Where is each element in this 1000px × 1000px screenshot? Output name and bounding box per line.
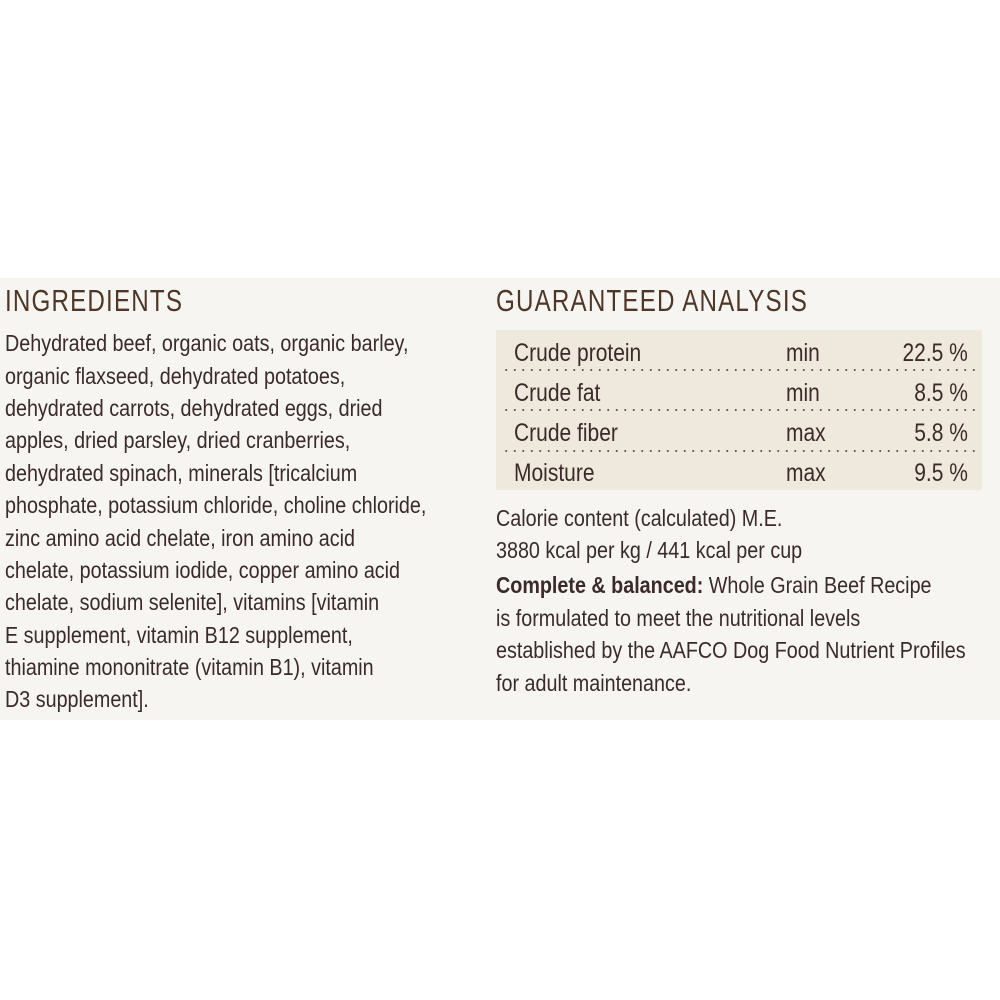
ingredients-line: dehydrated carrots, dehydrated eggs, dri… xyxy=(5,395,383,421)
ingredients-line: organic flaxseed, dehydrated potatoes, xyxy=(5,363,346,389)
ingredients-line: zinc amino acid chelate, iron amino acid xyxy=(5,525,356,551)
dotted-divider xyxy=(502,450,978,452)
ingredients-line: D3 supplement]. xyxy=(5,686,149,712)
complete-statement: Complete & balanced: Whole Grain Beef Re… xyxy=(496,572,932,598)
complete-text: Whole Grain Beef Recipe xyxy=(703,572,932,598)
ingredients-line: Dehydrated beef, organic oats, organic b… xyxy=(5,330,409,356)
ingredients-line: chelate, sodium selenite], vitamins [vit… xyxy=(5,589,380,615)
nutrient-name: Crude fat xyxy=(514,379,601,407)
analysis-row: Crude protein min 22.5 % xyxy=(496,330,982,370)
calorie-values: 3880 kcal per kg / 441 kcal per cup xyxy=(496,537,803,563)
calorie-content: Calorie content (calculated) M.E. xyxy=(496,505,783,531)
complete-line: for adult maintenance. xyxy=(496,670,692,696)
ingredients-heading: INGREDIENTS xyxy=(5,283,184,318)
nutrient-qualifier: max xyxy=(786,419,826,447)
nutrient-value: 8.5 % xyxy=(914,379,968,407)
ingredients-line: dehydrated spinach, minerals [tricalcium xyxy=(5,460,358,486)
complete-label: Complete & balanced: xyxy=(496,572,704,598)
dotted-divider xyxy=(502,409,978,411)
nutrient-value: 5.8 % xyxy=(914,419,968,447)
dotted-divider xyxy=(502,369,978,371)
nutrient-value: 9.5 % xyxy=(914,459,968,487)
ingredients-line: E supplement, vitamin B12 supplement, xyxy=(5,622,353,648)
analysis-row: Crude fiber max 5.8 % xyxy=(496,410,982,450)
ingredients-line: chelate, potassium iodide, copper amino … xyxy=(5,557,401,583)
nutrient-name: Crude fiber xyxy=(514,419,618,447)
nutrient-value: 22.5 % xyxy=(902,339,968,367)
nutrient-name: Moisture xyxy=(514,459,595,487)
nutrient-qualifier: min xyxy=(786,379,820,407)
complete-line: established by the AAFCO Dog Food Nutrie… xyxy=(496,637,966,663)
analysis-row: Moisture max 9.5 % xyxy=(496,450,982,490)
ingredients-line: apples, dried parsley, dried cranberries… xyxy=(5,427,351,453)
ingredients-line: thiamine mononitrate (vitamin B1), vitam… xyxy=(5,654,374,680)
ingredients-line: phosphate, potassium chloride, choline c… xyxy=(5,492,427,518)
analysis-table: Crude protein min 22.5 % Crude fat min 8… xyxy=(496,330,982,490)
nutrient-name: Crude protein xyxy=(514,339,642,367)
nutrient-qualifier: min xyxy=(786,339,820,367)
analysis-row: Crude fat min 8.5 % xyxy=(496,370,982,410)
analysis-heading: GUARANTEED ANALYSIS xyxy=(496,283,809,318)
complete-line: is formulated to meet the nutritional le… xyxy=(496,605,861,631)
nutrient-qualifier: max xyxy=(786,459,826,487)
